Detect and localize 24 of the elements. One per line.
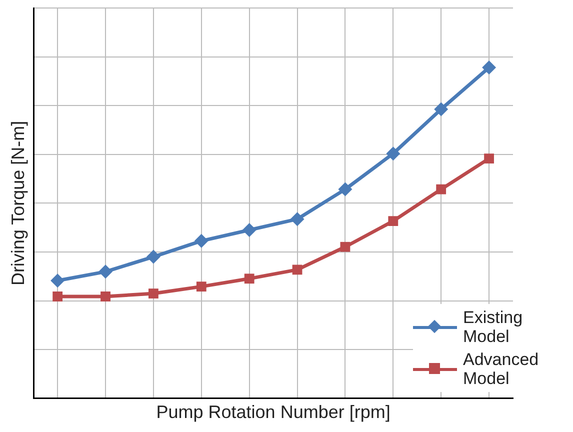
point [388,216,398,226]
point [194,234,208,248]
point [386,146,400,161]
point [292,264,302,275]
point [436,184,446,194]
point [434,102,448,116]
point [146,250,160,264]
point [340,242,350,252]
point [50,274,65,288]
point [98,264,113,279]
point [244,274,254,284]
point [52,292,63,302]
point [338,182,352,196]
y-axis-title: Driving Torque [N-m] [8,120,28,286]
point [148,288,158,298]
point [482,60,496,75]
legend-label: Existing Model [463,308,524,346]
point [242,223,256,237]
legend-label: Advanced Model [463,350,540,388]
point [196,282,206,292]
point [100,292,110,302]
point [290,212,304,226]
x-axis-title: Pump Rotation Number [rpm] [156,402,390,422]
point [484,154,494,164]
